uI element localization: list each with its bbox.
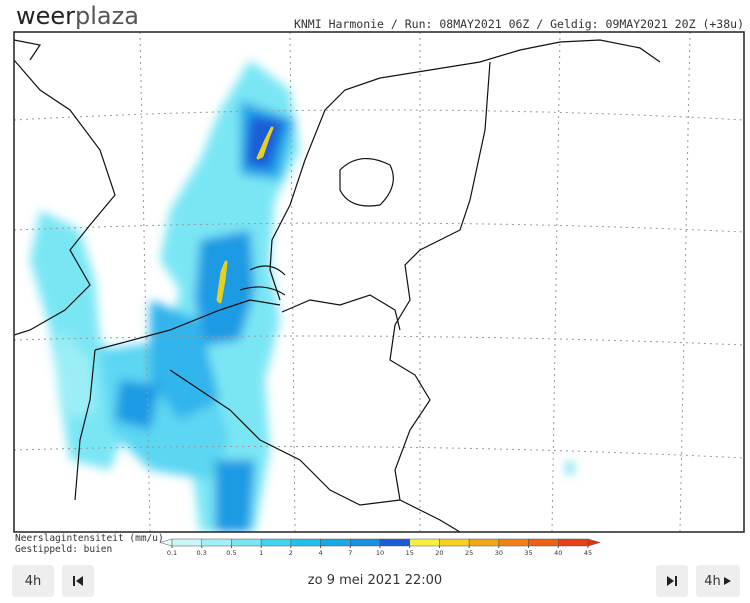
scale-segment <box>231 538 262 547</box>
map-background <box>14 32 744 532</box>
scale-segment <box>350 538 381 547</box>
last-frame-button[interactable] <box>656 565 688 597</box>
logo: weerplaza <box>16 2 139 30</box>
map-frame <box>13 31 745 533</box>
scale-tick-label: 30 <box>495 549 503 557</box>
scale-tick-label: 20 <box>435 549 443 557</box>
scale-segment <box>320 538 351 547</box>
scale-segment <box>468 538 500 547</box>
scale-segment <box>290 538 321 547</box>
color-scale: 0.1 0.3 0.5 1 2 4 7 10 15 20 25 30 35 40 45 <box>159 538 601 557</box>
last-icon <box>667 576 677 586</box>
scale-high-end <box>587 538 601 547</box>
scale-segment <box>379 538 410 547</box>
scale-tick-label: 15 <box>406 549 414 557</box>
scale-segment <box>498 538 529 547</box>
map-content <box>14 32 744 532</box>
scale-tick-label: 0.3 <box>197 549 207 557</box>
scale-tick-label: 10 <box>376 549 384 557</box>
scale-segment <box>409 538 440 547</box>
scale-tick-label: 35 <box>524 549 532 557</box>
first-icon <box>73 576 83 586</box>
scale-tick-label: 7 <box>348 549 352 557</box>
heavy-cells <box>216 126 274 304</box>
scale-segment <box>558 538 589 547</box>
frame-date: zo 9 mei 2021 22:00 <box>307 573 443 588</box>
scale-segment <box>201 538 232 547</box>
scale-tick-label: 1 <box>259 549 263 557</box>
first-frame-button[interactable] <box>62 565 94 597</box>
borders <box>14 39 661 532</box>
logo-plaza: plaza <box>75 2 139 30</box>
scale-tick-label: 40 <box>554 549 562 557</box>
scale-tick-label: 0.5 <box>226 549 236 557</box>
step-forward-label: 4h <box>704 573 721 589</box>
run-info: KNMI Harmonie / Run: 08MAY2021 06Z / Gel… <box>294 17 744 31</box>
scale-segment <box>528 538 559 547</box>
legend-title: Neerslagintensiteit (mm/u) <box>15 533 164 544</box>
scale-segment <box>171 538 202 547</box>
scale-tick-label: 4 <box>319 549 323 557</box>
legend-subtitle: Gestippeld: buien <box>15 544 112 555</box>
scale-tick-label: 0.1 <box>167 549 177 557</box>
play-icon <box>723 577 731 585</box>
step-forward-button[interactable]: 4h <box>696 565 740 597</box>
scale-tick-label: 25 <box>465 549 473 557</box>
scale-tick-label: 45 <box>584 549 592 557</box>
scale-segment <box>439 538 470 547</box>
step-back-button[interactable]: 4h <box>12 565 54 597</box>
logo-weer: weer <box>16 2 75 30</box>
map-view: weerplaza KNMI Harmonie / Run: 08MAY2021… <box>13 2 745 557</box>
scale-segment <box>260 538 292 547</box>
scale-tick-label: 2 <box>289 549 293 557</box>
